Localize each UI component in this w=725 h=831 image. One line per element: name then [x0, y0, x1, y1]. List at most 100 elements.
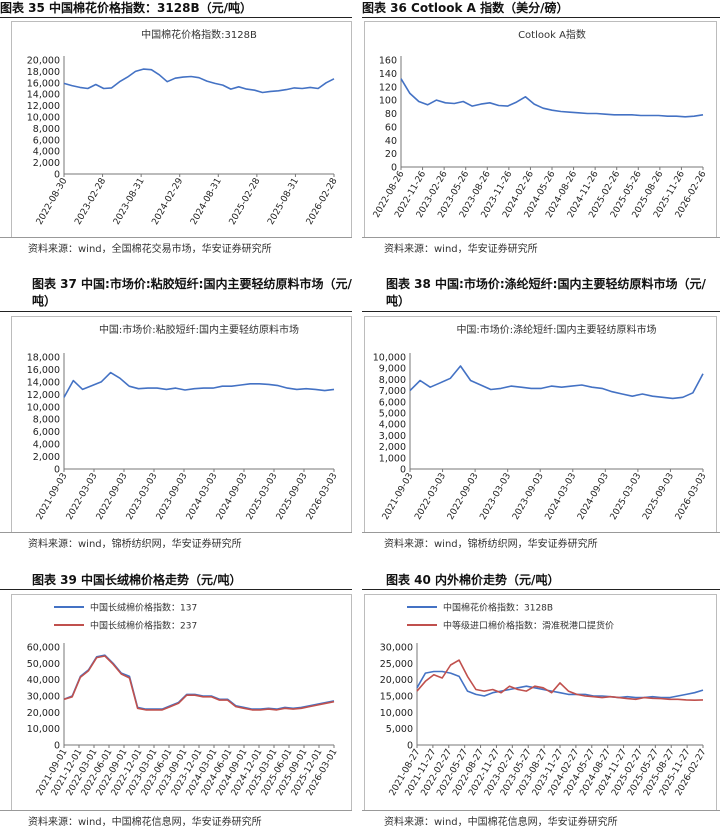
x-tick-label: 2024-03-03: [544, 472, 579, 522]
y-tick-label: 8,000: [33, 124, 60, 135]
y-tick-label: 12,000: [27, 101, 60, 112]
figure-caption: 图表 35 中国棉花价格指数：3128B（元/吨）: [0, 1, 252, 15]
y-tick-label: 5,000: [386, 724, 413, 735]
y-tick-label: 80: [385, 109, 397, 120]
x-tick-label: 2023-03-03: [478, 472, 513, 522]
y-tick-label: 4,000: [33, 440, 60, 451]
caption-rule: [362, 311, 720, 312]
source-rule: [362, 532, 720, 533]
y-tick-label: 20,000: [27, 56, 60, 67]
y-tick-label: 2,000: [33, 158, 60, 169]
x-tick-label: 2021-09-03: [35, 472, 70, 522]
source-note: 资料来源：wind，全国棉花交易市场，华安证券研究所: [28, 244, 272, 255]
series-line-2: [63, 655, 335, 711]
source-rule: [0, 532, 352, 533]
x-tick-label: 2022-03-03: [65, 472, 100, 522]
y-tick-label: 2,000: [379, 442, 406, 453]
caption-rule: [0, 589, 352, 590]
x-tick-label: 2023-08-31: [112, 177, 147, 227]
source-rule: [0, 810, 352, 811]
series-line-1: [409, 365, 704, 400]
series-line-1: [400, 78, 704, 118]
y-tick-label: 60,000: [27, 643, 60, 654]
y-tick-label: 0: [407, 741, 413, 752]
chart-35: 中国棉花价格指数:3128B 02,0004,0006,0008,00010,00…: [27, 28, 340, 227]
y-tick-label: 16,000: [27, 365, 60, 376]
x-tick-label: 2024-03-03: [185, 472, 220, 522]
legend-label: 中国长绒棉价格指数：137: [90, 602, 197, 614]
chart-frame: 中国棉花价格指数：3128B 中等级进口棉价格指数：滑准税港口提货价 0 5,000 1…: [364, 594, 717, 811]
caption-rule: [362, 589, 720, 590]
x-tick-label: 2022-08-30: [35, 176, 70, 227]
x-tick-label: 2024-09-03: [576, 472, 611, 522]
y-tick-label: 20: [385, 149, 397, 160]
x-tick-label: 2023-09-03: [155, 472, 190, 522]
y-tick-label: 8,000: [379, 375, 406, 386]
y-tick-label: 7,000: [379, 386, 406, 397]
figure-caption: 图表 38 中国:市场价:涤纶短纤:国内主要轻纺原料市场（元/吨）: [386, 277, 706, 308]
y-tick-label: 4,000: [33, 147, 60, 158]
y-tick-label: 6,000: [33, 427, 60, 438]
y-tick-label: 6,000: [379, 397, 406, 408]
y-tick-label: 9,000: [379, 364, 406, 375]
y-tick-label: 20,000: [27, 708, 60, 719]
x-tick-label: 2026-02-28: [305, 176, 340, 227]
legend-label: 中国棉花价格指数：3128B: [443, 602, 553, 614]
y-tick-label: 10,000: [27, 113, 60, 124]
source-note: 资料来源：wind，锦桥纺织网，华安证券研究所: [28, 539, 242, 550]
x-tick-label: 2022-03-03: [413, 472, 448, 522]
source-note: 资料来源：wind，锦桥纺织网，华安证券研究所: [384, 539, 598, 550]
y-tick-label: 3,000: [379, 431, 406, 442]
y-tick-label: 50,000: [27, 659, 60, 670]
chart-frame: 中国:市场价:粘胶短纤:国内主要轻纺原料市场 0 2,000 4,000 6,000 8,…: [11, 316, 352, 533]
x-tick-label: 2025-03-03: [245, 472, 280, 522]
y-tick-label: 4,000: [379, 420, 406, 431]
chart-40: 中国棉花价格指数：3128B 中等级进口棉价格指数：滑准税港口提货价 0 5,000 1…: [380, 602, 709, 798]
y-tick-label: 100: [379, 96, 397, 107]
figure-caption: 图表 39 中国长绒棉价格走势（元/吨）: [32, 573, 242, 587]
y-tick-label: 10,000: [27, 724, 60, 735]
chart-39: 中国长绒棉价格指数：137 中国长绒棉价格指数：237 0 10,000 20,000 3…: [27, 602, 340, 798]
y-tick-label: 160: [379, 56, 397, 67]
x-tick-label: 2026-03-03: [674, 472, 709, 522]
y-tick-label: 60: [385, 122, 397, 133]
y-tick-label: 120: [379, 82, 397, 93]
x-tick-label: 2025-09-03: [275, 472, 310, 522]
figure-caption: 图表 37 中国:市场价:粘胶短纤:国内主要轻纺原料市场（元/吨）: [32, 277, 352, 308]
y-tick-label: 14,000: [27, 90, 60, 101]
chart-38: 中国:市场价:涤纶短纤:国内主要轻纺原料市场 01,0002,0003,0004,…: [373, 323, 709, 522]
y-tick-label: 1,000: [379, 453, 406, 464]
series-line-1: [63, 654, 335, 710]
chart-title: Cotlook A指数: [518, 28, 586, 41]
x-tick-label: 2025-08-31: [266, 177, 301, 227]
y-tick-label: 12,000: [27, 390, 60, 401]
chart-title: 中国:市场价:粘胶短纤:国内主要轻纺原料市场: [99, 323, 299, 336]
x-tick-label: 2023-03-03: [125, 472, 160, 522]
chart-frame: 中国:市场价:涤纶短纤:国内主要轻纺原料市场 0 1,000 2,000 3,000 4,…: [364, 316, 717, 533]
chart-frame: 中国长绒棉价格指数：137 中国长绒棉价格指数：237 0 10,000 20,000 3…: [11, 594, 352, 811]
y-tick-label: 140: [379, 69, 397, 80]
legend-label: 中等级进口棉价格指数：滑准税港口提货价: [443, 620, 614, 632]
source-rule: [362, 237, 720, 238]
y-tick-label: 30,000: [380, 643, 413, 654]
source-rule: [0, 237, 352, 238]
series-line-1: [63, 371, 335, 398]
y-tick-label: 6,000: [33, 135, 60, 146]
y-tick-label: 20,000: [380, 675, 413, 686]
x-tick-label: 2022-09-03: [95, 472, 130, 522]
y-tick-label: 0: [54, 170, 60, 181]
x-tick-label: 2024-09-03: [215, 472, 250, 522]
y-tick-label: 5,000: [379, 409, 406, 420]
chart-frame: Cotlook A指数 0 20 40 60 80 100 120 140 160 2022-08-…: [364, 21, 717, 238]
y-tick-label: 30,000: [27, 692, 60, 703]
chart-frame: 中国棉花价格指数:3128B 0 2,000 4,000 6,000 8,000 10,00…: [11, 21, 352, 238]
y-tick-label: 40: [385, 136, 397, 147]
x-tick-label: 2025-02-28: [228, 176, 263, 227]
x-tick-label: 2023-09-03: [511, 472, 546, 522]
chart-title: 中国:市场价:涤纶短纤:国内主要轻纺原料市场: [456, 323, 656, 336]
y-tick-label: 0: [400, 465, 406, 476]
x-tick-label: 2022-09-03: [446, 472, 481, 522]
source-note: 资料来源：wind，华安证券研究所: [384, 244, 538, 255]
legend-label: 中国长绒棉价格指数：237: [90, 620, 197, 632]
